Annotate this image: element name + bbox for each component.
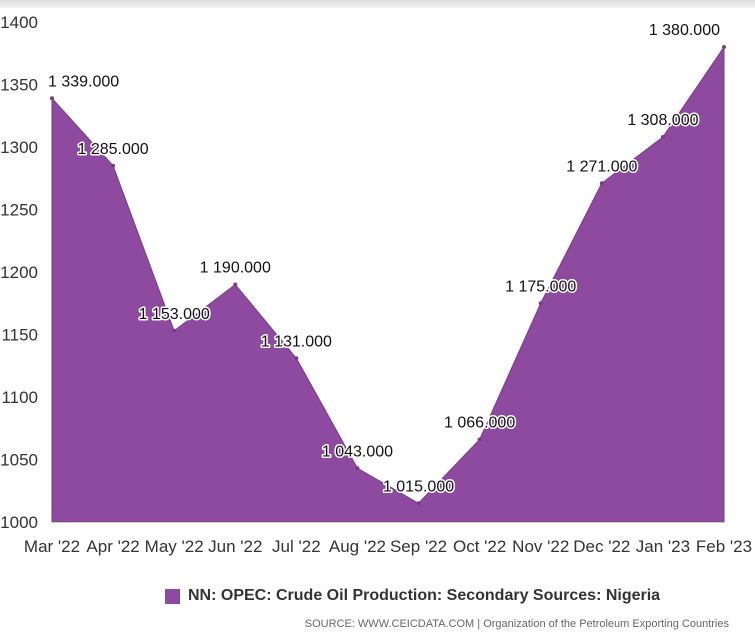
area-layer: [50, 45, 726, 523]
x-tick-label: Aug '22: [329, 537, 386, 556]
data-point[interactable]: [355, 466, 360, 471]
x-axis: Mar '22 Apr '22 May '22 Jun '22 Jul '22 Aug '…: [24, 522, 752, 556]
y-tick-label: 1250: [0, 201, 38, 220]
data-point[interactable]: [660, 135, 665, 139]
data-label: 1 190.000: [200, 260, 271, 277]
data-label: 1 175.000: [505, 278, 576, 295]
data-label: 1 285.000: [77, 141, 148, 158]
x-tick-label: Mar '22: [24, 537, 80, 556]
x-tick-label: Sep '22: [390, 537, 447, 556]
x-tick-label: Jul '22: [272, 537, 321, 556]
data-point[interactable]: [294, 356, 299, 361]
data-label: 1 131.000: [261, 333, 332, 350]
data-label: 1 153.000: [139, 306, 210, 323]
data-label: 1 015.000: [383, 478, 454, 495]
legend-swatch: [165, 588, 180, 604]
x-tick-label: May '22: [145, 537, 204, 556]
x-tick-label: Jun '22: [208, 537, 262, 556]
data-point[interactable]: [477, 437, 482, 442]
data-point[interactable]: [722, 45, 726, 49]
y-tick-label: 1400: [0, 13, 38, 32]
legend-label: NN: OPEC: Crude Oil Production: Secondar…: [188, 587, 661, 604]
x-tick-label: Apr '22: [86, 537, 139, 556]
y-tick-label: 1200: [0, 263, 38, 282]
y-tick-label: 1350: [0, 76, 38, 95]
data-point[interactable]: [538, 301, 543, 306]
data-point[interactable]: [50, 96, 54, 101]
data-label: 1 380.000: [649, 22, 720, 39]
data-label: 1 043.000: [322, 443, 393, 460]
data-point[interactable]: [172, 328, 177, 333]
source-note: SOURCE: WWW.CEICDATA.COM | Organization …: [304, 618, 729, 630]
data-point[interactable]: [233, 282, 238, 287]
x-tick-label: Feb '23: [696, 537, 752, 556]
data-label: 1 271.000: [566, 158, 637, 175]
legend[interactable]: NN: OPEC: Crude Oil Production: Secondar…: [165, 585, 660, 607]
top-border: [0, 0, 755, 8]
y-tick-label: 1000: [0, 513, 38, 532]
y-tick-label: 1300: [0, 138, 38, 157]
x-tick-label: Oct '22: [453, 537, 506, 556]
data-labels: 1 339.000 1 285.000 1 153.000 1 190.000 1 13…: [47, 21, 722, 497]
data-label: 1 339.000: [48, 73, 119, 90]
data-label: 1 308.000: [627, 112, 698, 129]
data-point[interactable]: [111, 163, 116, 168]
data-point[interactable]: [599, 181, 604, 186]
y-tick-label: 1100: [1, 388, 38, 407]
x-tick-label: Nov '22: [512, 537, 569, 556]
x-tick-label: Jan '23: [636, 537, 690, 556]
data-label: 1 066.000: [444, 415, 515, 432]
y-tick-label: 1050: [0, 451, 38, 470]
data-point[interactable]: [416, 501, 421, 506]
y-tick-label: 1150: [1, 326, 38, 345]
y-axis: 1000 1050 1100 1150 1200 1250 1300 1350 1400: [0, 13, 38, 532]
x-tick-label: Dec '22: [573, 537, 630, 556]
